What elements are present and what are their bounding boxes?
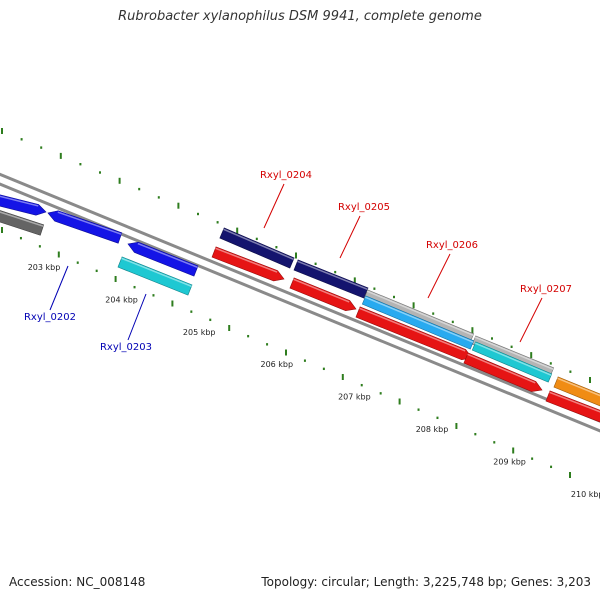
gene-orange-0208: [553, 376, 600, 407]
gene-label-rxyl-0207: Rxyl_0207: [520, 284, 572, 295]
gene-blue-0203a: [127, 241, 199, 277]
gene-skyblue-0206: [361, 295, 475, 350]
gene-label-rxyl-0202: Rxyl_0202: [24, 312, 76, 323]
dotted-scale-track: [1, 128, 591, 478]
gene-red-0205: [289, 277, 357, 312]
accession-text: Accession: NC_008148: [9, 575, 146, 589]
gene-leader-line: [49, 265, 69, 311]
gene-navy-0204: [219, 227, 295, 269]
gene-features: [0, 194, 600, 423]
gene-label-rxyl-0205: Rxyl_0205: [338, 202, 390, 213]
gene-label-rxyl-0204: Rxyl_0204: [260, 170, 312, 181]
genome-backbone: [0, 172, 600, 433]
gene-labels: Rxyl_0202 Rxyl_0203 Rxyl_0204 Rxyl_0205 Rxyl…: [24, 170, 572, 353]
tick-label-210: 210 kbp: [571, 490, 600, 499]
backbone-line: [0, 182, 600, 433]
backbone-line: [0, 172, 600, 423]
gene-cyan-0207: [471, 341, 553, 383]
gene-leader-line: [263, 183, 285, 229]
tick-label-208: 208 kbp: [416, 425, 449, 434]
gene-red-0208: [545, 390, 600, 423]
gene-label-rxyl-0206: Rxyl_0206: [426, 240, 478, 251]
map-title: Rubrobacter xylanophilus DSM 9941, compl…: [118, 9, 482, 24]
tick-label-203: 203 kbp: [28, 263, 61, 272]
gene-leader-line: [127, 293, 147, 341]
gene-blue-0201: [0, 194, 47, 216]
gene-red-0207: [463, 352, 543, 392]
gene-navy-0205: [293, 259, 369, 299]
gene-red-0204: [211, 246, 285, 282]
tick-label-209: 209 kbp: [493, 457, 526, 466]
gene-leader-line: [427, 253, 451, 299]
genome-summary-text: Topology: circular; Length: 3,225,748 bp…: [261, 575, 591, 589]
tick-label-207: 207 kbp: [338, 393, 371, 402]
tick-label-204: 204 kbp: [105, 295, 138, 304]
gene-leader-line: [519, 297, 543, 343]
gene-leader-line: [339, 215, 361, 259]
tick-label-205: 205 kbp: [183, 328, 216, 337]
gene-gray-0201b: [0, 210, 45, 236]
tick-labels: 203 kbp 204 kbp 205 kbp 206 kbp 207 kbp 208 k…: [28, 263, 600, 499]
gene-cyan-0203: [117, 256, 193, 296]
gene-label-rxyl-0203: Rxyl_0203: [100, 342, 152, 353]
gene-blue-0202: [47, 210, 123, 244]
tick-label-206: 206 kbp: [260, 360, 293, 369]
